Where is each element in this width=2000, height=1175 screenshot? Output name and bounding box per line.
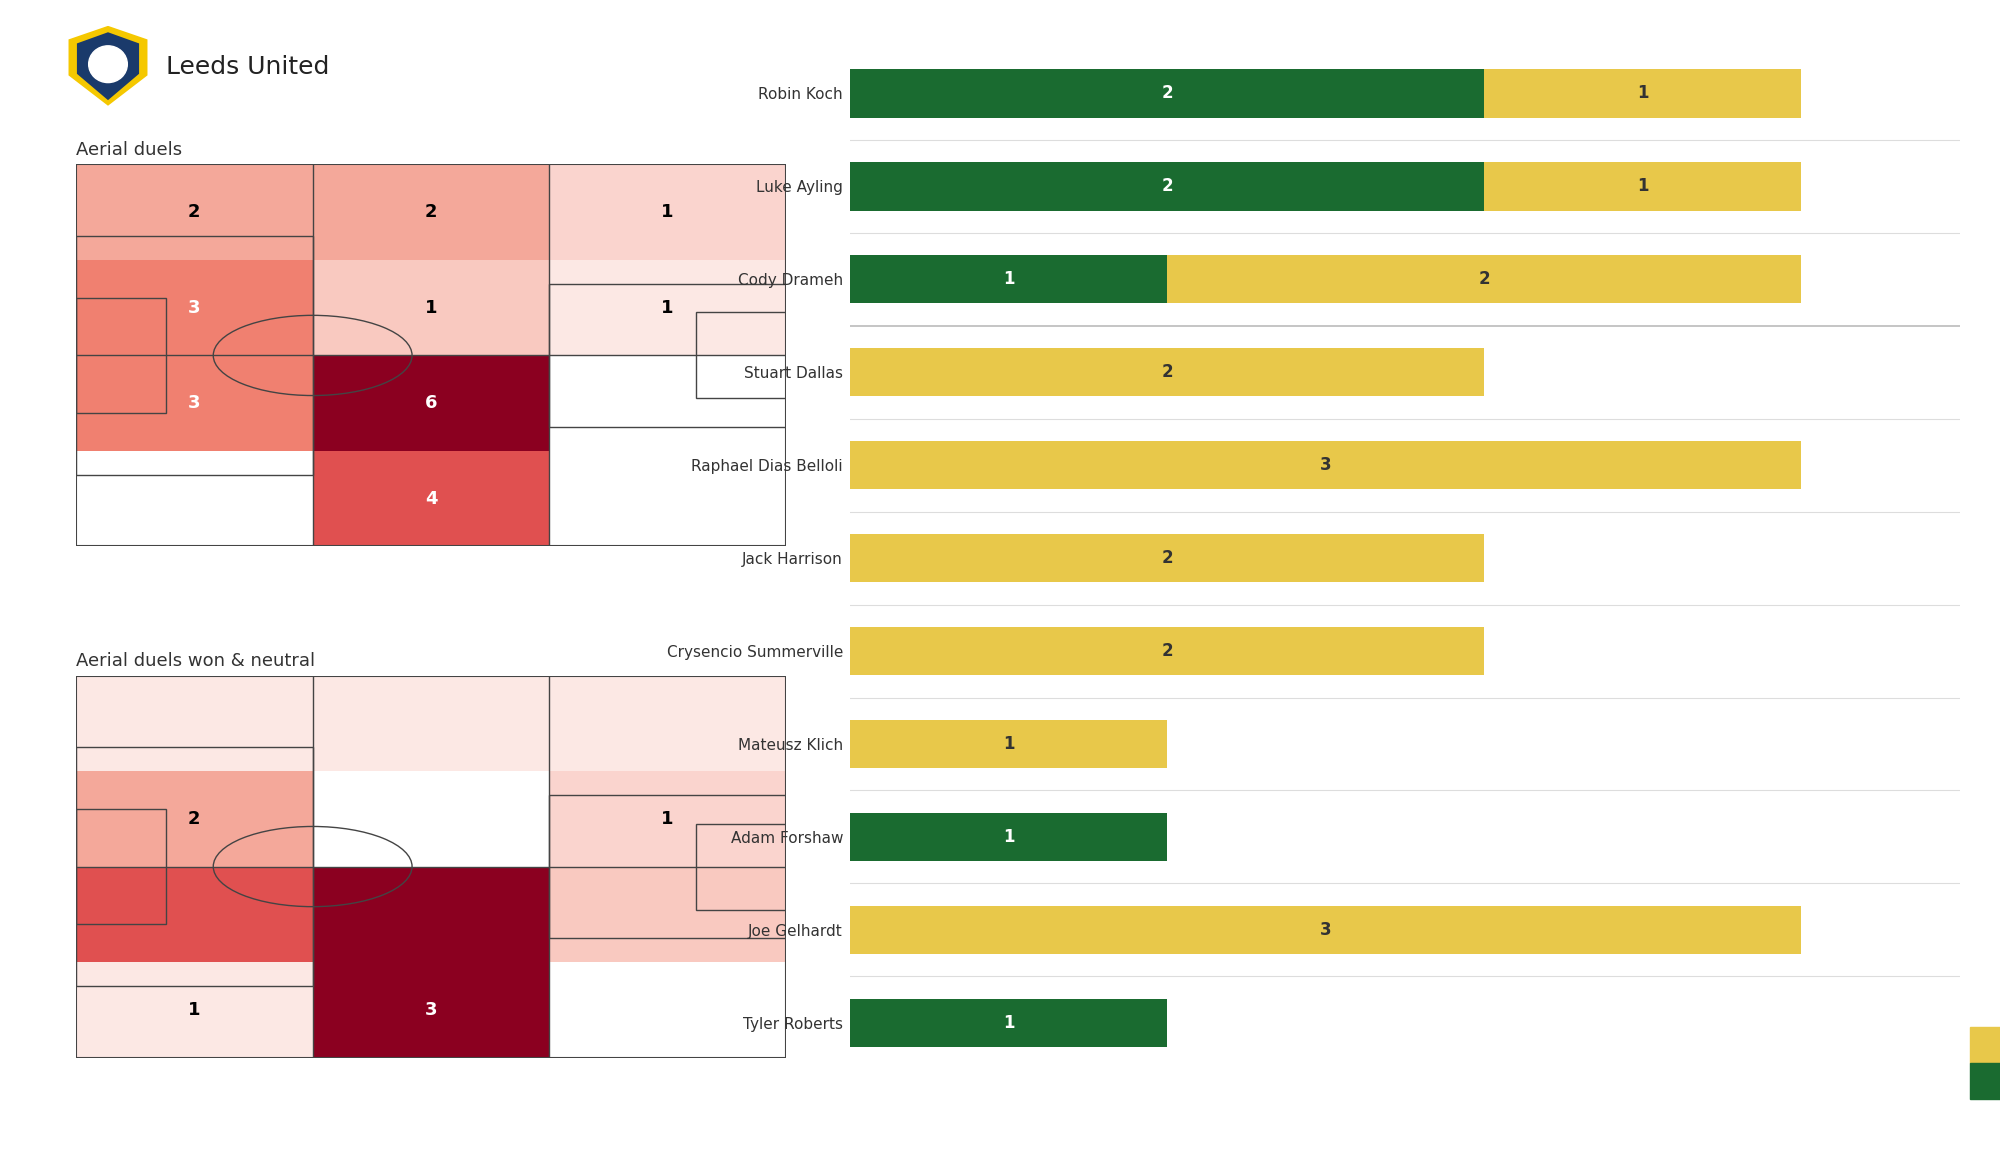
Bar	[76, 451, 312, 546]
Text: 1: 1	[662, 810, 674, 828]
Text: 1: 1	[424, 298, 438, 317]
Text: 4: 4	[424, 490, 438, 508]
Bar	[76, 962, 312, 1058]
Bar	[850, 348, 1484, 396]
Bar	[312, 771, 550, 867]
Bar	[850, 69, 1484, 118]
PathPatch shape	[68, 26, 148, 106]
Bar	[312, 451, 550, 546]
Text: 2: 2	[1162, 549, 1172, 568]
Bar	[850, 720, 1168, 768]
Bar	[76, 810, 166, 924]
Bar	[696, 824, 786, 909]
Text: 3: 3	[1320, 921, 1332, 939]
Text: 3: 3	[188, 298, 200, 317]
Text: 1: 1	[1002, 1014, 1014, 1032]
Text: 1: 1	[1002, 828, 1014, 846]
Bar	[312, 676, 550, 771]
Bar	[550, 165, 786, 260]
Text: 2: 2	[188, 203, 200, 221]
Bar	[312, 260, 550, 355]
Bar	[1484, 162, 1802, 210]
Bar	[696, 313, 786, 398]
Bar	[312, 867, 550, 962]
Bar	[550, 260, 786, 355]
Bar	[76, 867, 312, 962]
Bar	[550, 451, 786, 546]
Bar	[76, 236, 312, 475]
Bar	[550, 676, 786, 771]
Bar	[550, 962, 786, 1058]
Bar	[850, 999, 1168, 1047]
Text: 3: 3	[1320, 456, 1332, 475]
Text: 1: 1	[1638, 85, 1648, 102]
Bar	[76, 260, 312, 355]
Bar	[550, 284, 786, 427]
Bar	[850, 813, 1168, 861]
Bar	[850, 627, 1484, 676]
Text: 2: 2	[1162, 642, 1172, 660]
Text: 1: 1	[1002, 736, 1014, 753]
Bar	[550, 795, 786, 938]
Text: 1: 1	[1002, 270, 1014, 288]
Bar	[312, 355, 550, 451]
Text: Aerial duels: Aerial duels	[76, 141, 182, 159]
Circle shape	[88, 46, 128, 82]
Text: 3: 3	[424, 1001, 438, 1019]
Text: 2: 2	[1162, 85, 1172, 102]
Bar	[550, 355, 786, 451]
Bar	[1484, 69, 1802, 118]
Text: 1: 1	[662, 298, 674, 317]
Text: 1: 1	[1638, 177, 1648, 195]
Bar	[850, 906, 1802, 954]
Text: 2: 2	[1162, 177, 1172, 195]
Bar	[76, 771, 312, 867]
Bar	[850, 533, 1484, 583]
Text: 2: 2	[188, 810, 200, 828]
Bar	[312, 962, 550, 1058]
Bar	[550, 867, 786, 962]
Text: Aerial duels won & neutral: Aerial duels won & neutral	[76, 652, 316, 670]
Bar	[76, 747, 312, 986]
Text: 1: 1	[662, 203, 674, 221]
Text: 2: 2	[1478, 270, 1490, 288]
Text: 6: 6	[424, 394, 438, 412]
Text: 1: 1	[188, 1001, 200, 1019]
Bar	[76, 298, 166, 412]
Bar	[550, 771, 786, 867]
Bar	[76, 355, 312, 451]
Bar	[850, 162, 1484, 210]
Text: 2: 2	[1162, 363, 1172, 381]
Text: Leeds United: Leeds United	[166, 55, 330, 79]
Bar	[312, 165, 550, 260]
Bar	[1168, 255, 1802, 303]
PathPatch shape	[76, 32, 140, 100]
Bar	[850, 441, 1802, 489]
Bar	[76, 165, 312, 260]
Bar	[850, 255, 1168, 303]
Text: 3: 3	[188, 394, 200, 412]
Text: 2: 2	[424, 203, 438, 221]
Bar	[76, 676, 312, 771]
